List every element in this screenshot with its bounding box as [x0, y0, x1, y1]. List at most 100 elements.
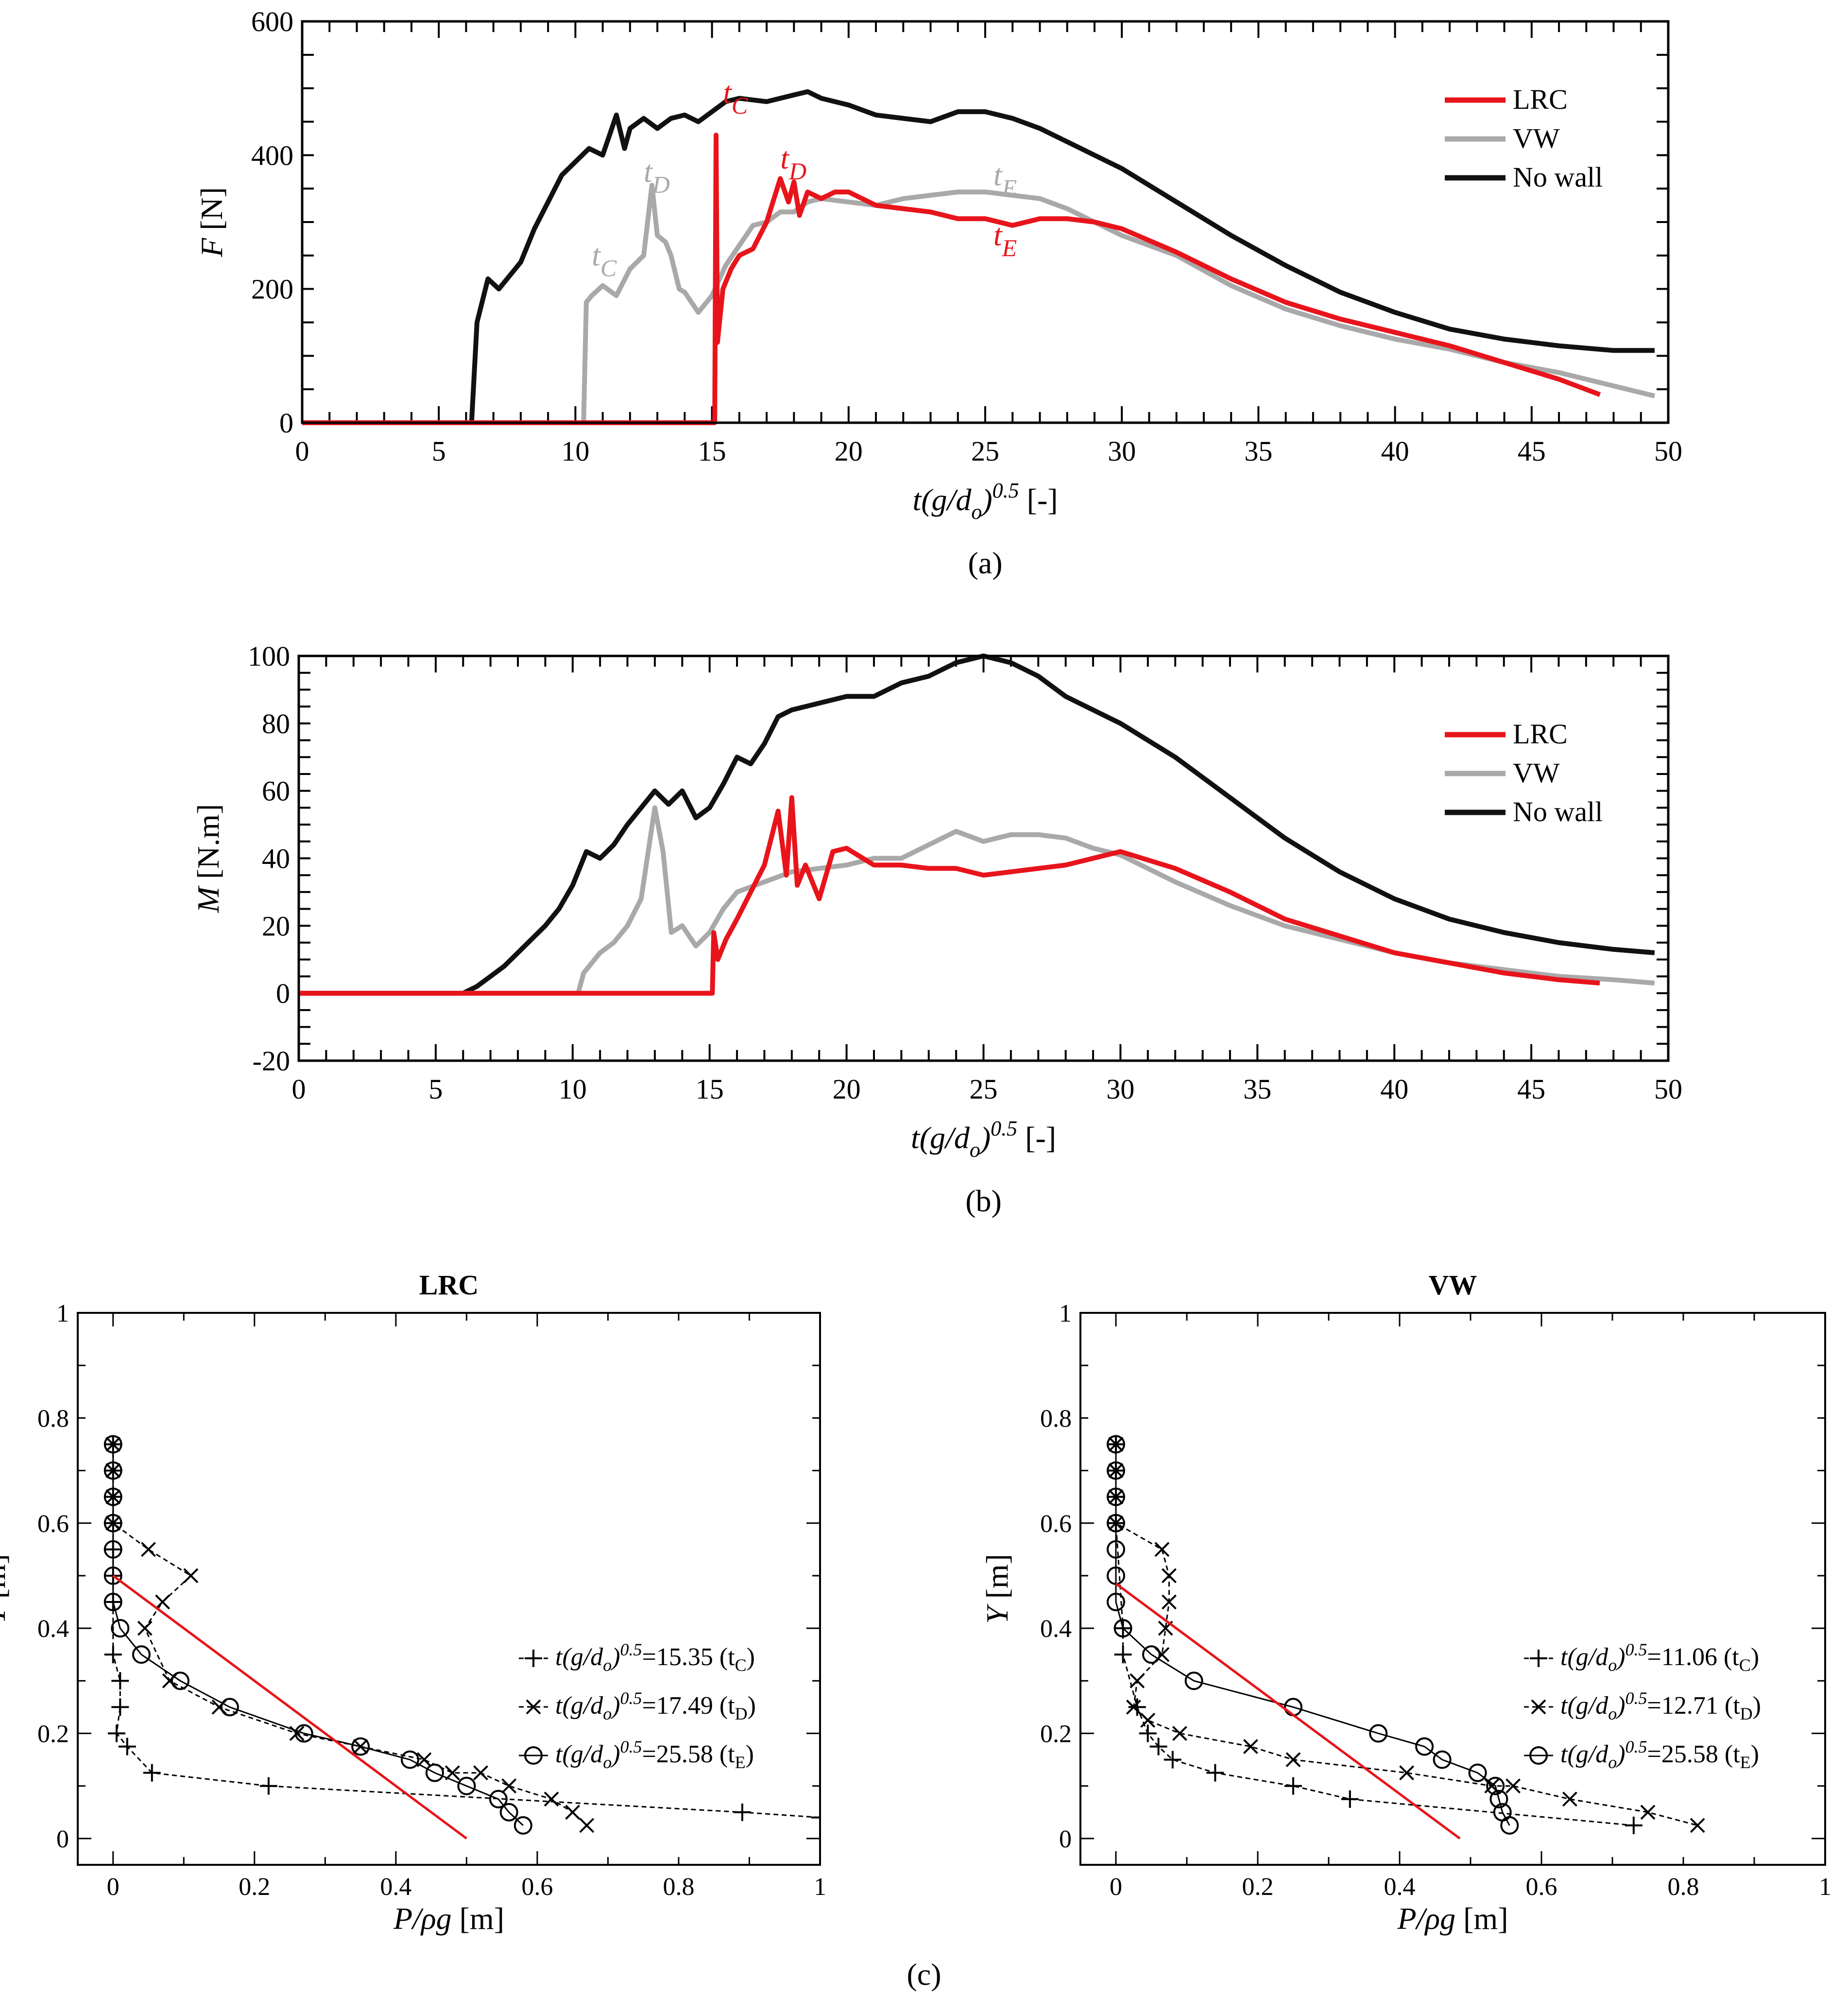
- y-tick-label: 0: [1059, 1825, 1072, 1853]
- x-axis-label: P/ρg [m]: [393, 1901, 504, 1936]
- marker-circle: [1415, 1737, 1434, 1756]
- y-tick-label: 0.2: [37, 1721, 69, 1748]
- x-tick-label: 5: [428, 1073, 443, 1105]
- panel-label: (a): [968, 546, 1002, 580]
- x-tick-label: 40: [1381, 435, 1409, 467]
- x-tick-label: 0.8: [1668, 1873, 1699, 1901]
- y-tick-label: 0.8: [1040, 1405, 1072, 1432]
- panel-c-vw-pressure-chart: 0 0.2 0.4 0.6 0.8 1 0 0.2 0.4 0.6 0.8 1 VW Y [m] P/ρg …: [980, 1269, 1831, 1936]
- marker-circle: [489, 1790, 508, 1808]
- series-line-lrc: [299, 795, 1600, 996]
- x-tick-label: 35: [1243, 1073, 1271, 1105]
- marker-circle: [103, 1435, 122, 1454]
- x-tick-label: 0: [1110, 1873, 1122, 1901]
- series-group: [103, 1435, 820, 1840]
- profile-line: [112, 1574, 467, 1840]
- x-tick-label: 0.8: [663, 1873, 694, 1901]
- marker-x: [1162, 1568, 1177, 1583]
- y-tick-label: 100: [248, 640, 290, 672]
- chart-title: VW: [1429, 1269, 1477, 1301]
- marker-x: [1640, 1805, 1656, 1820]
- series-line-no-wall: [299, 654, 1655, 996]
- profile-line: [1115, 1583, 1461, 1840]
- series-line-no-wall: [302, 89, 1655, 425]
- x-tick-label: 0: [295, 435, 309, 467]
- x-tick-label: 0.4: [380, 1873, 411, 1901]
- marker-x: [526, 1699, 541, 1715]
- profile-line: [112, 1444, 587, 1826]
- annotation-tD: tD: [644, 154, 670, 198]
- x-tick-label: 15: [698, 435, 726, 467]
- x-tick-label: 0: [292, 1073, 306, 1105]
- y-tick-label: 0: [276, 978, 290, 1009]
- marker-x: [141, 1542, 156, 1557]
- x-tick-label: 10: [559, 1073, 587, 1105]
- marker-x: [445, 1765, 460, 1781]
- marker-x: [1484, 1778, 1500, 1794]
- legend-entry: t(g/do)0.5=17.49 (tD): [555, 1688, 756, 1723]
- annotation-tC: tC: [592, 238, 617, 281]
- plot-frame: [1079, 1312, 1826, 1866]
- legend-entry: t(g/do)0.5=25.58 (tE): [555, 1737, 754, 1772]
- marker-x: [1399, 1765, 1415, 1781]
- marker-circle: [1433, 1750, 1452, 1769]
- marker-circle: [1107, 1514, 1125, 1532]
- x-tick-label: 0: [107, 1873, 120, 1901]
- y-tick-label: 400: [251, 139, 293, 171]
- x-tick-label: 25: [970, 1073, 998, 1105]
- legend-entry: LRC: [1513, 718, 1568, 750]
- marker-x: [183, 1568, 199, 1583]
- marker-x: [544, 1791, 559, 1807]
- marker-x: [155, 1594, 171, 1610]
- plot-frame: [297, 654, 1670, 1062]
- panel-c-lrc-pressure-chart: 0 0.2 0.4 0.6 0.8 1 0 0.2 0.4 0.6 0.8 1 LRC Y [m] P/ρg…: [0, 1269, 826, 1936]
- marker-circle: [1468, 1763, 1487, 1782]
- y-tick-label: -20: [253, 1045, 290, 1077]
- marker-circle: [1369, 1724, 1388, 1743]
- legend-entry: t(g/do)0.5=11.06 (tC): [1560, 1640, 1759, 1675]
- plot-frame: [301, 20, 1670, 424]
- marker-circle: [524, 1746, 543, 1765]
- y-tick-label: 600: [251, 6, 293, 37]
- x-tick-label: 0.6: [1526, 1873, 1557, 1901]
- plot-frame: [77, 1312, 821, 1866]
- annotation-tD: tD: [780, 141, 806, 185]
- y-tick-label: 80: [262, 708, 290, 740]
- legend-entry: LRC: [1513, 84, 1568, 115]
- marker-circle: [1184, 1671, 1203, 1690]
- x-tick-label: 0.2: [239, 1873, 270, 1901]
- marker-x: [1562, 1791, 1577, 1807]
- x-tick-label: 5: [432, 435, 446, 467]
- legend-entry: VW: [1513, 757, 1560, 789]
- marker-circle: [103, 1487, 122, 1506]
- x-axis-label: t(g/do)0.5 [-]: [912, 479, 1058, 524]
- marker-x: [1531, 1699, 1546, 1715]
- marker-circle: [351, 1737, 370, 1756]
- x-tick-label: 30: [1106, 1073, 1134, 1105]
- marker-circle: [103, 1461, 122, 1480]
- y-tick-label: 40: [262, 843, 290, 875]
- marker-x: [1140, 1713, 1156, 1728]
- x-axis-label: t(g/do)0.5 [-]: [911, 1117, 1056, 1162]
- panel-label: (b): [965, 1184, 1002, 1218]
- marker-circle: [425, 1763, 444, 1782]
- marker-circle: [111, 1619, 130, 1638]
- x-tick-label: 30: [1108, 435, 1136, 467]
- y-axis-label: Y [m]: [0, 1554, 12, 1624]
- x-tick-label: 0.6: [521, 1873, 553, 1901]
- y-axis-label: M [N.m]: [191, 804, 225, 913]
- marker-x: [105, 1437, 121, 1452]
- marker-circle: [1107, 1540, 1125, 1559]
- y-tick-label: 1: [56, 1300, 69, 1327]
- marker-circle: [1142, 1645, 1161, 1664]
- y-tick-label: 0.2: [1040, 1721, 1072, 1748]
- y-tick-label: 60: [262, 775, 290, 807]
- y-tick-label: 0.4: [1040, 1615, 1072, 1643]
- x-tick-label: 45: [1518, 435, 1546, 467]
- annotation-tE: tE: [993, 218, 1017, 261]
- marker-circle: [1500, 1816, 1519, 1835]
- marker-circle: [513, 1816, 532, 1835]
- profile-line: [112, 1444, 820, 1819]
- profile-line: [112, 1444, 524, 1826]
- x-tick-label: 35: [1244, 435, 1272, 467]
